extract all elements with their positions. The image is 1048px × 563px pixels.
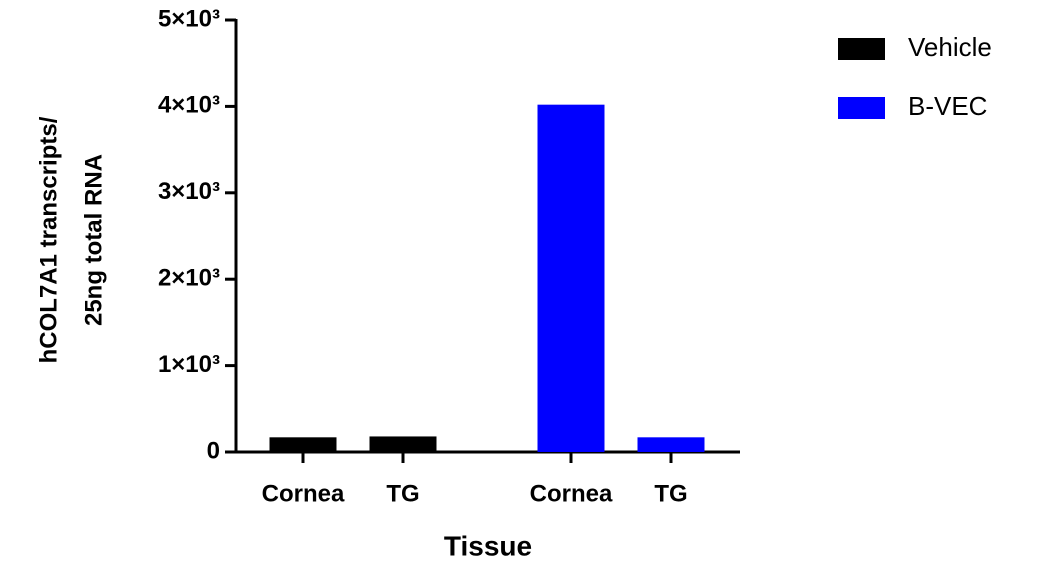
x-tick-label: Cornea: [530, 480, 613, 507]
bar: [537, 104, 605, 452]
y-axis-label: hCOL7A1 transcripts/: [35, 116, 62, 363]
x-tick-label: Cornea: [262, 480, 345, 507]
y-tick-label: 1×10³: [158, 351, 220, 378]
bar: [369, 436, 437, 452]
legend-label: B-VEC: [908, 91, 987, 121]
x-tick-label: TG: [654, 480, 687, 507]
x-tick-label: TG: [386, 480, 419, 507]
legend-swatch: [838, 38, 885, 60]
legend-swatch: [838, 97, 885, 119]
y-tick-label: 2×10³: [158, 265, 220, 292]
legend-label: Vehicle: [908, 32, 992, 62]
y-tick-label: 3×10³: [158, 178, 220, 205]
y-tick-label: 0: [207, 437, 220, 464]
bar: [637, 437, 705, 452]
x-axis-label: Tissue: [444, 530, 532, 561]
y-tick-label: 5×10³: [158, 5, 220, 32]
y-axis-label: 25ng total RNA: [80, 154, 107, 326]
bar: [269, 437, 337, 452]
y-tick-label: 4×10³: [158, 92, 220, 119]
